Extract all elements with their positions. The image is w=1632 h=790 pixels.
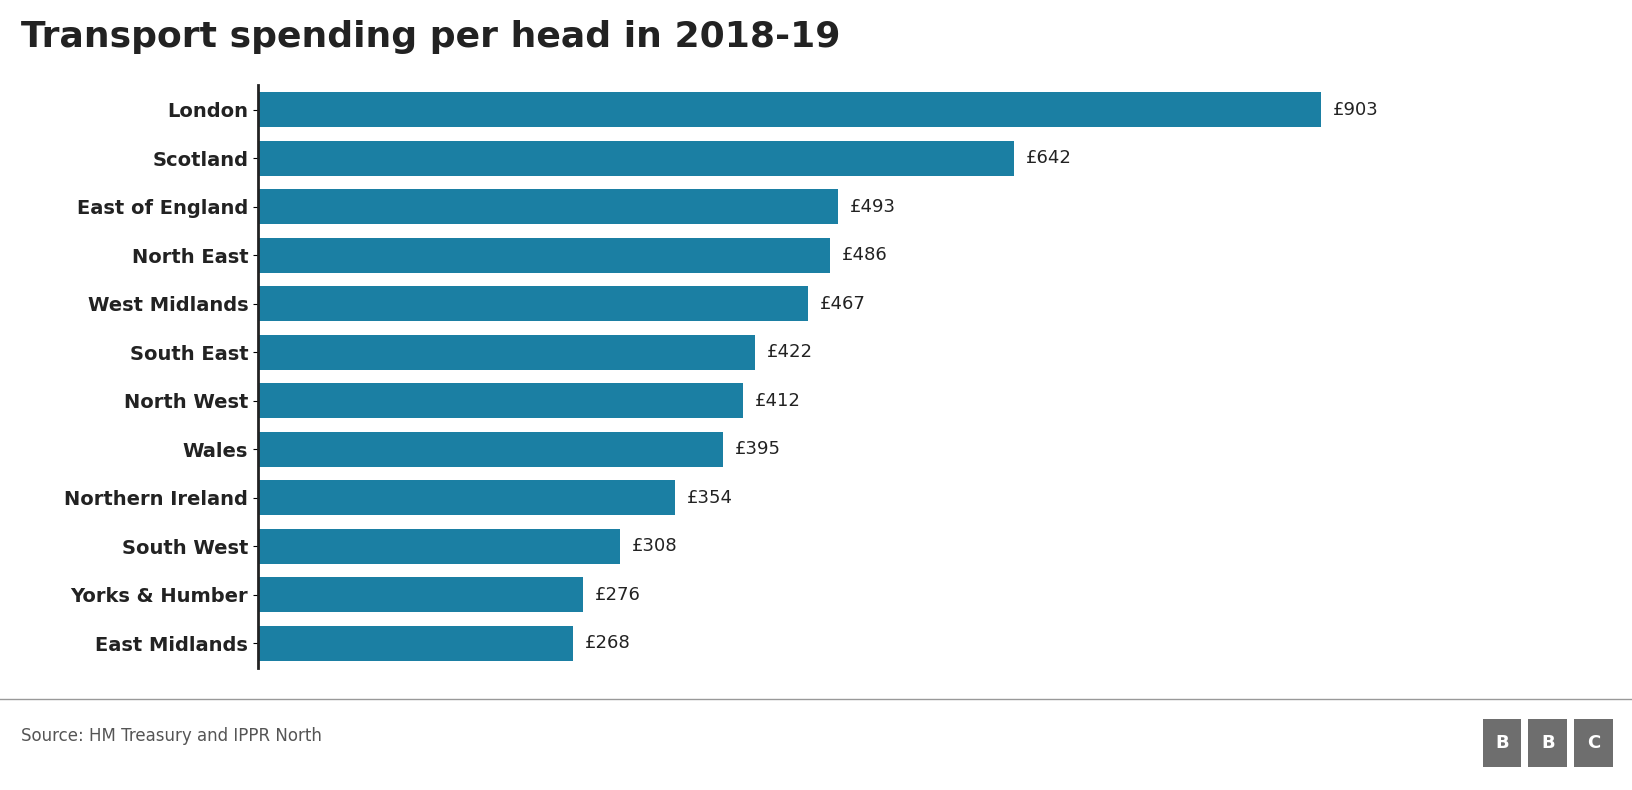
Text: £903: £903	[1333, 100, 1379, 118]
Bar	[258, 432, 723, 467]
Text: £354: £354	[687, 489, 733, 506]
Text: £276: £276	[594, 585, 640, 604]
Text: C: C	[1586, 734, 1599, 752]
Bar	[258, 480, 674, 515]
Text: £467: £467	[819, 295, 865, 313]
Text: Transport spending per head in 2018-19: Transport spending per head in 2018-19	[21, 20, 840, 54]
Text: £642: £642	[1025, 149, 1071, 167]
Text: £422: £422	[767, 343, 813, 361]
Bar	[258, 238, 831, 273]
Text: £268: £268	[586, 634, 632, 653]
Bar	[258, 529, 620, 564]
Text: Source: HM Treasury and IPPR North: Source: HM Treasury and IPPR North	[21, 728, 322, 745]
Bar	[1528, 719, 1567, 767]
Bar	[258, 141, 1013, 175]
Text: £412: £412	[754, 392, 801, 410]
Bar	[258, 92, 1320, 127]
Text: £486: £486	[842, 246, 888, 264]
Text: £308: £308	[632, 537, 677, 555]
Text: £395: £395	[734, 440, 780, 458]
Text: B: B	[1495, 734, 1508, 752]
Bar	[258, 383, 743, 418]
Bar	[258, 577, 583, 612]
Bar	[1482, 719, 1521, 767]
Bar	[258, 189, 839, 224]
Bar	[258, 286, 808, 321]
Bar	[258, 626, 573, 660]
Text: B: B	[1541, 734, 1555, 752]
Text: £493: £493	[850, 198, 896, 216]
Bar	[258, 335, 754, 370]
Bar	[1573, 719, 1612, 767]
